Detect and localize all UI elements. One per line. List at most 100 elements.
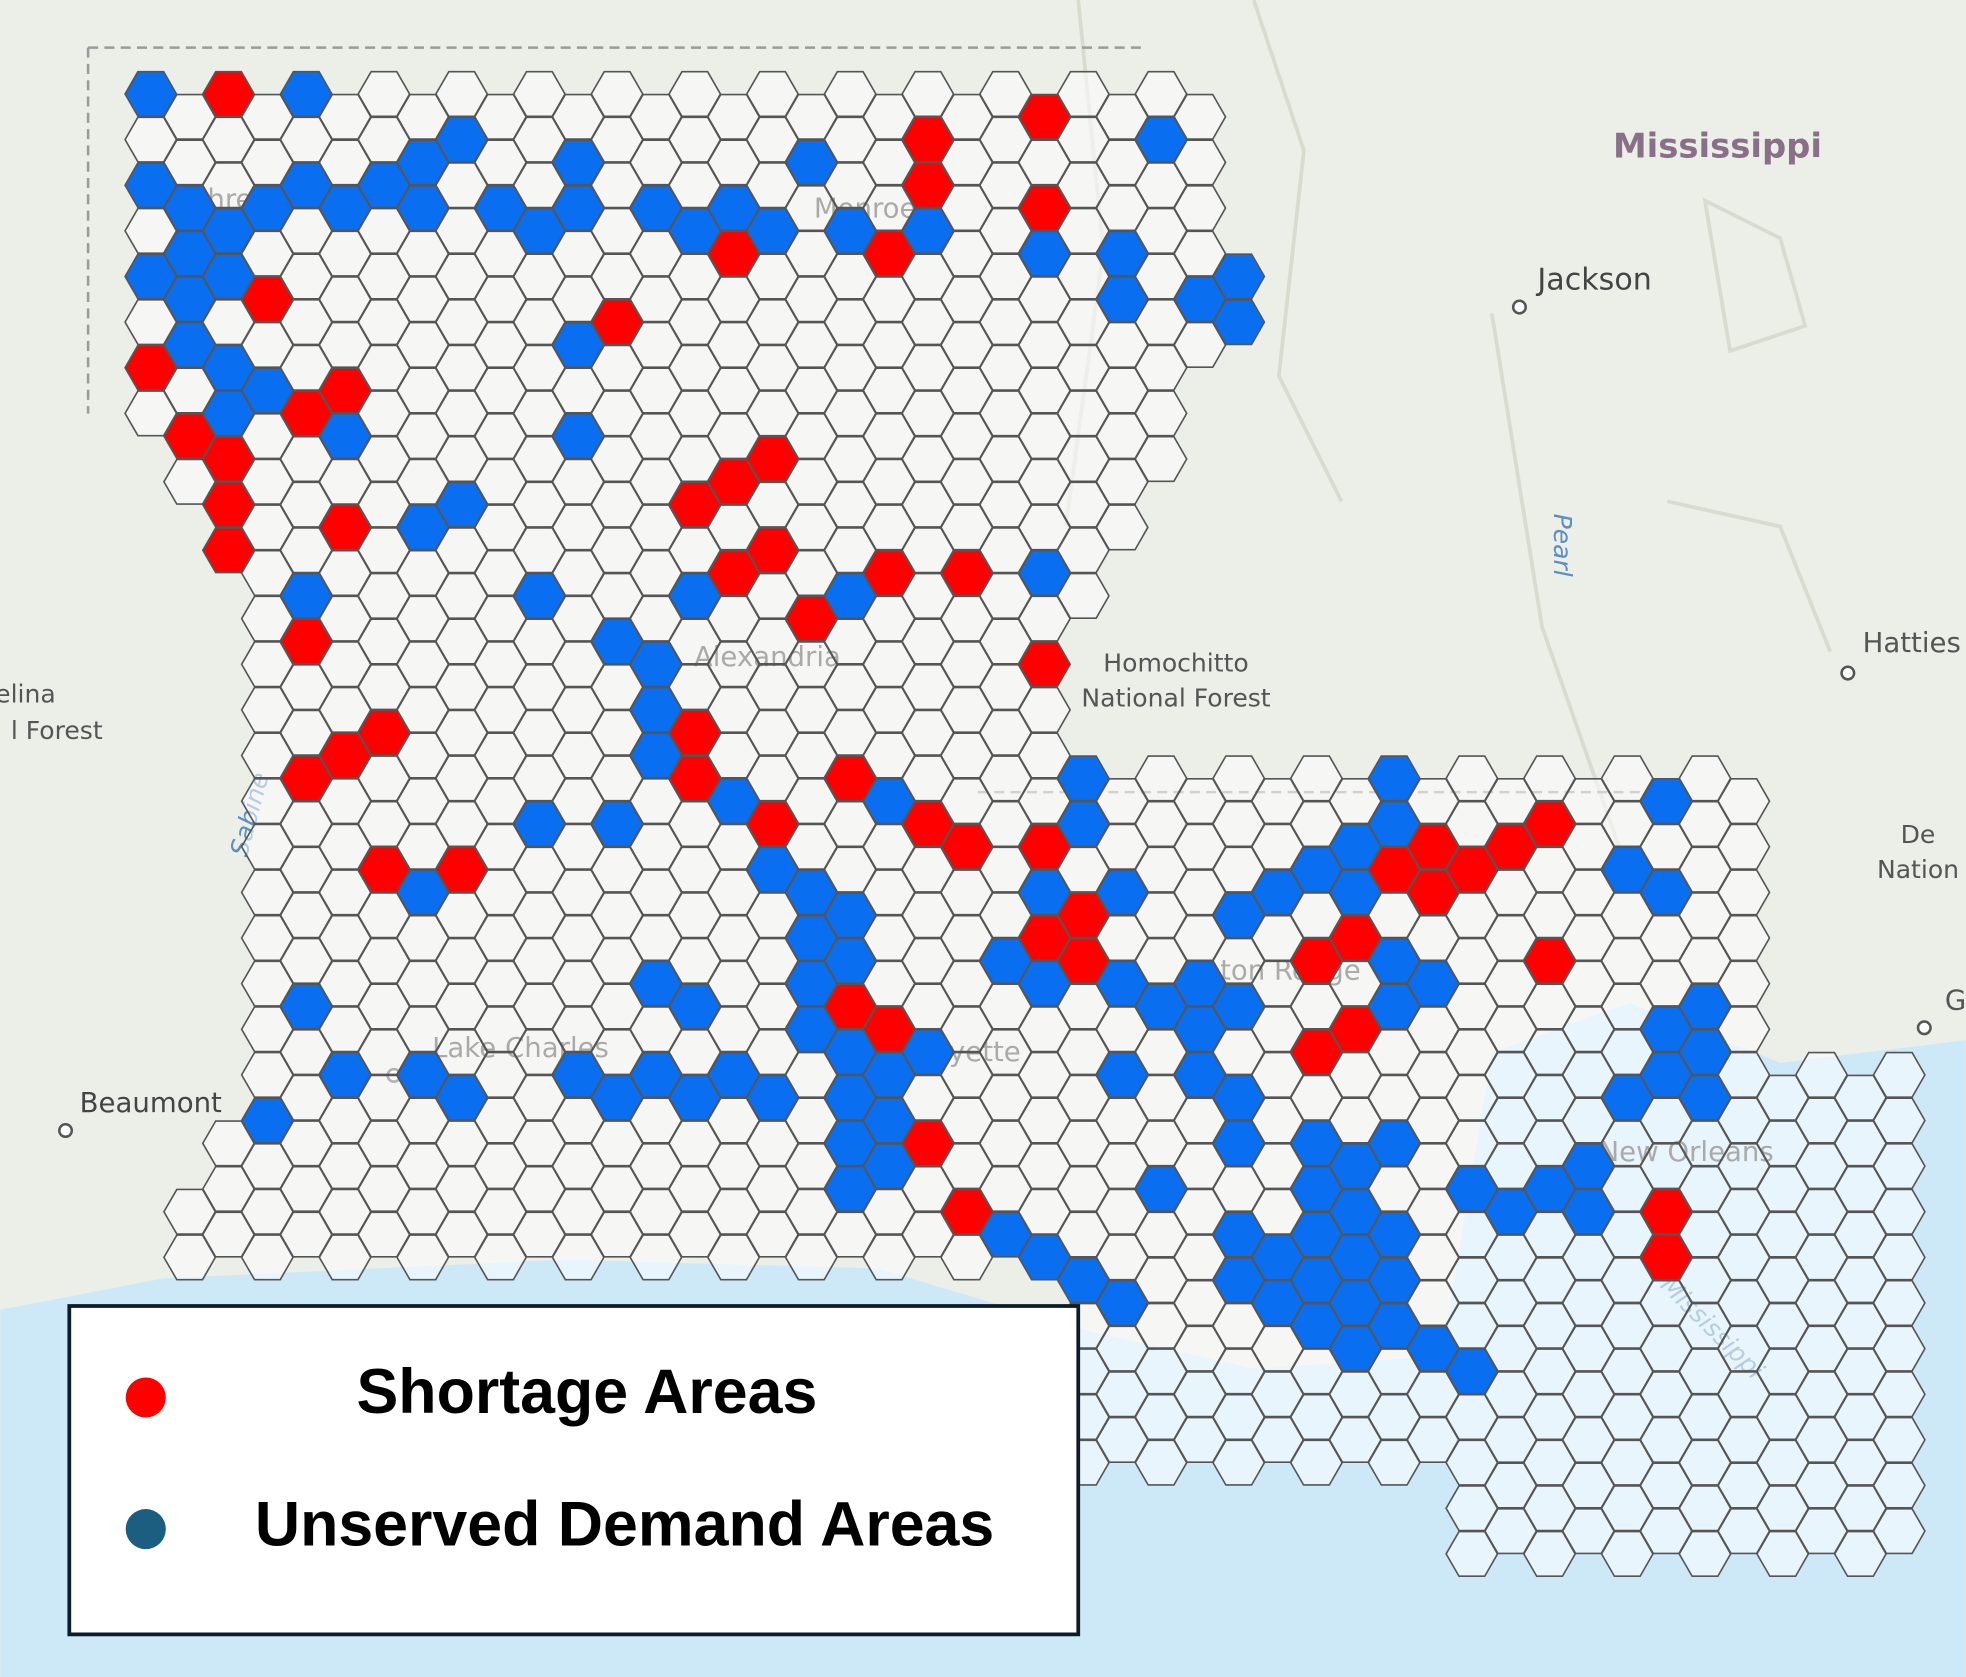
place-label: Pearl <box>1548 514 1577 577</box>
unserved-hex <box>1095 869 1149 916</box>
unserved-hex <box>1056 755 1110 802</box>
unserved-hex <box>1367 755 1421 802</box>
unserved-hex <box>512 572 566 619</box>
shortage-hex <box>1017 184 1072 232</box>
hex-cell <box>1872 1234 1926 1281</box>
legend-marker <box>125 1377 166 1418</box>
hex-cell <box>1134 435 1188 483</box>
unserved-hex <box>318 413 372 460</box>
unserved-hex <box>1212 298 1266 346</box>
unserved-hex <box>124 70 178 118</box>
unserved-hex <box>512 800 566 848</box>
shortage-hex <box>1639 1188 1693 1235</box>
shortage-hex <box>745 527 800 574</box>
place-label: Mississippi <box>1613 126 1822 165</box>
hex-cell <box>1717 869 1771 916</box>
legend: Shortage Areas Unserved Demand Areas <box>67 1304 1081 1637</box>
unserved-hex <box>629 641 683 688</box>
unserved-hex <box>434 116 489 163</box>
shortage-hex <box>668 709 722 756</box>
unserved-hex <box>279 572 333 619</box>
shortage-hex <box>240 276 294 323</box>
legend-label: Shortage Areas <box>357 1357 818 1427</box>
shortage-hex <box>357 709 411 756</box>
unserved-hex <box>1367 1211 1421 1258</box>
hex-cell <box>1872 1416 1926 1463</box>
unserved-hex <box>1639 869 1693 916</box>
unserved-hex <box>1406 960 1460 1007</box>
unserved-hex <box>784 139 838 186</box>
unserved-hex <box>1017 549 1072 597</box>
shortage-hex <box>1017 641 1072 688</box>
shortage-hex <box>901 162 955 209</box>
hex-cell <box>1717 914 1771 962</box>
shortage-hex <box>1017 93 1072 140</box>
shortage-hex <box>901 1120 955 1167</box>
shortage-hex <box>201 435 256 483</box>
unserved-hex <box>1561 1188 1616 1235</box>
shortage-hex <box>745 435 800 483</box>
place-label: l Forest <box>11 716 103 745</box>
shortage-hex <box>901 116 955 163</box>
unserved-hex <box>1367 1257 1421 1304</box>
hex-cell <box>1173 184 1227 232</box>
city-dot <box>1511 299 1527 315</box>
unserved-hex <box>1056 800 1110 848</box>
shortage-hex <box>201 527 256 574</box>
shortage-hex <box>1639 1234 1693 1281</box>
shortage-hex <box>862 549 916 597</box>
unserved-hex <box>396 184 450 232</box>
place-label: Nation <box>1877 855 1959 884</box>
unserved-hex <box>1678 983 1732 1030</box>
unserved-hex <box>823 937 877 984</box>
place-label: De <box>1901 820 1936 849</box>
shortage-hex <box>940 823 994 870</box>
shortage-hex <box>745 800 800 848</box>
unserved-hex <box>318 1051 372 1099</box>
hex-cell <box>1872 1279 1926 1327</box>
place-label: elina <box>0 680 56 709</box>
unserved-hex <box>1095 276 1149 323</box>
legend-marker <box>125 1509 166 1550</box>
unserved-hex <box>551 139 605 186</box>
background-roads <box>1063 0 1833 878</box>
shortage-hex <box>279 618 333 665</box>
unserved-hex <box>1561 1143 1616 1190</box>
unserved-hex <box>1367 1120 1421 1167</box>
unserved-hex <box>1212 983 1266 1030</box>
unserved-hex <box>1639 778 1693 825</box>
shortage-hex <box>940 549 994 597</box>
hex-cell <box>1872 1507 1926 1555</box>
hex-cell <box>1872 1051 1926 1099</box>
legend-box <box>67 1304 1081 1637</box>
unserved-hex <box>1017 230 1072 277</box>
hex-cell <box>1872 1371 1926 1418</box>
unserved-hex <box>590 800 644 848</box>
unserved-hex <box>1095 1279 1149 1327</box>
unserved-hex <box>1212 253 1266 300</box>
unserved-hex <box>901 207 955 254</box>
shortage-hex <box>1522 937 1577 984</box>
shortage-hex <box>1522 800 1577 848</box>
hex-cell <box>1717 778 1771 825</box>
hex-cell <box>1872 1097 1926 1144</box>
hex-cell <box>1717 823 1771 870</box>
shortage-hex <box>318 504 372 551</box>
hex-cell <box>1134 390 1188 437</box>
hex-cell <box>1095 504 1149 551</box>
place-label: G <box>1945 983 1966 1016</box>
city-dot <box>1840 665 1856 681</box>
unserved-hex <box>279 983 333 1030</box>
unserved-hex <box>551 413 605 460</box>
unserved-hex <box>745 207 800 254</box>
unserved-hex <box>434 1074 489 1121</box>
unserved-hex <box>279 70 333 118</box>
unserved-hex <box>1678 1074 1732 1121</box>
unserved-hex <box>1095 230 1149 277</box>
unserved-hex <box>745 1074 800 1121</box>
unserved-hex <box>823 892 877 939</box>
hex-cell <box>1017 686 1072 734</box>
unserved-hex <box>1212 1074 1266 1121</box>
unserved-hex <box>434 481 489 528</box>
